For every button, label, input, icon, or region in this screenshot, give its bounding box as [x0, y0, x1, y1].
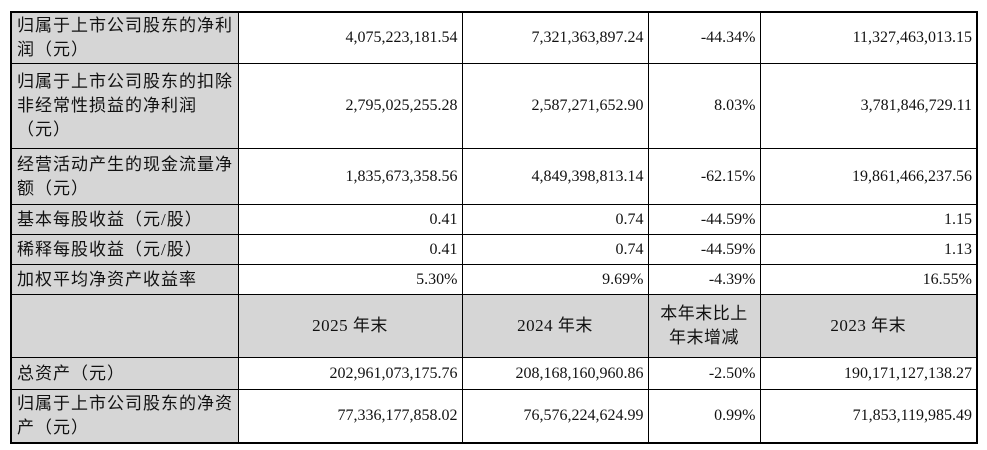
- cell-value: 0.41: [237, 204, 463, 235]
- row-label: 总资产（元）: [10, 357, 239, 390]
- cell-change: -2.50%: [647, 357, 761, 390]
- cell-value: 190,171,127,138.27: [759, 357, 978, 390]
- cell-value: 11,327,463,013.15: [759, 11, 978, 64]
- row-label: 加权平均净资产收益率: [10, 264, 239, 295]
- cell-value: 71,853,119,985.49: [759, 389, 978, 443]
- table-row-period-header: 2025 年末 2024 年末 本年末比上 年末增减 2023 年末: [10, 294, 978, 358]
- cell-change: -62.15%: [647, 148, 761, 205]
- cell-value: 9.69%: [461, 264, 649, 295]
- cell-value: 3,781,846,729.11: [759, 63, 978, 149]
- cell-value: 5.30%: [237, 264, 463, 295]
- row-label: 归属于上市公司股东的净资 产（元）: [10, 389, 239, 443]
- table-row-total-assets: 总资产（元） 202,961,073,175.76 208,168,160,96…: [10, 357, 978, 390]
- table-row-net-profit-excl-nonrecurring: 归属于上市公司股东的扣除 非经常性损益的净利润 （元） 2,795,025,25…: [10, 63, 978, 149]
- header-period-2025: 2025 年末: [237, 294, 463, 358]
- cell-value: 0.74: [461, 204, 649, 235]
- cell-value: 0.41: [237, 234, 463, 265]
- cell-change: -44.34%: [647, 11, 761, 64]
- cell-value: 208,168,160,960.86: [461, 357, 649, 390]
- row-label: 归属于上市公司股东的扣除 非经常性损益的净利润 （元）: [10, 63, 239, 149]
- cell-value: 0.74: [461, 234, 649, 265]
- cell-value: 202,961,073,175.76: [237, 357, 463, 390]
- row-label: 基本每股收益（元/股）: [10, 204, 239, 235]
- cell-change: -4.39%: [647, 264, 761, 295]
- cell-value: 2,587,271,652.90: [461, 63, 649, 149]
- cell-value: 1.13: [759, 234, 978, 265]
- cell-value: 19,861,466,237.56: [759, 148, 978, 205]
- cell-change: 0.99%: [647, 389, 761, 443]
- table-row-weighted-avg-roe: 加权平均净资产收益率 5.30% 9.69% -4.39% 16.55%: [10, 264, 978, 295]
- cell-value: 76,576,224,624.99: [461, 389, 649, 443]
- cell-value: 4,849,398,813.14: [461, 148, 649, 205]
- row-label: 稀释每股收益（元/股）: [10, 234, 239, 265]
- financial-summary-table: 归属于上市公司股东的净利 润（元） 4,075,223,181.54 7,321…: [10, 11, 978, 444]
- table-row-net-assets: 归属于上市公司股东的净资 产（元） 77,336,177,858.02 76,5…: [10, 389, 978, 443]
- cell-value: 16.55%: [759, 264, 978, 295]
- table-row-basic-eps: 基本每股收益（元/股） 0.41 0.74 -44.59% 1.15: [10, 204, 978, 235]
- cell-change: 8.03%: [647, 63, 761, 149]
- cell-change: -44.59%: [647, 204, 761, 235]
- cell-value: 1,835,673,358.56: [237, 148, 463, 205]
- header-period-2023: 2023 年末: [759, 294, 978, 358]
- table-row-operating-cash-flow: 经营活动产生的现金流量净 额（元） 1,835,673,358.56 4,849…: [10, 148, 978, 205]
- cell-value: 1.15: [759, 204, 978, 235]
- cell-value: 4,075,223,181.54: [237, 11, 463, 64]
- cell-value: 77,336,177,858.02: [237, 389, 463, 443]
- header-period-2024: 2024 年末: [461, 294, 649, 358]
- row-label: 归属于上市公司股东的净利 润（元）: [10, 11, 239, 64]
- table-row-diluted-eps: 稀释每股收益（元/股） 0.41 0.74 -44.59% 1.13: [10, 234, 978, 265]
- table-row-net-profit: 归属于上市公司股东的净利 润（元） 4,075,223,181.54 7,321…: [10, 11, 978, 64]
- financial-summary-section: 归属于上市公司股东的净利 润（元） 4,075,223,181.54 7,321…: [10, 11, 978, 444]
- cell-change: -44.59%: [647, 234, 761, 265]
- cell-value: 2,795,025,255.28: [237, 63, 463, 149]
- row-label: 经营活动产生的现金流量净 额（元）: [10, 148, 239, 205]
- header-change-label: 本年末比上 年末增减: [647, 294, 761, 358]
- cell-value: 7,321,363,897.24: [461, 11, 649, 64]
- header-empty-cell: [10, 294, 239, 358]
